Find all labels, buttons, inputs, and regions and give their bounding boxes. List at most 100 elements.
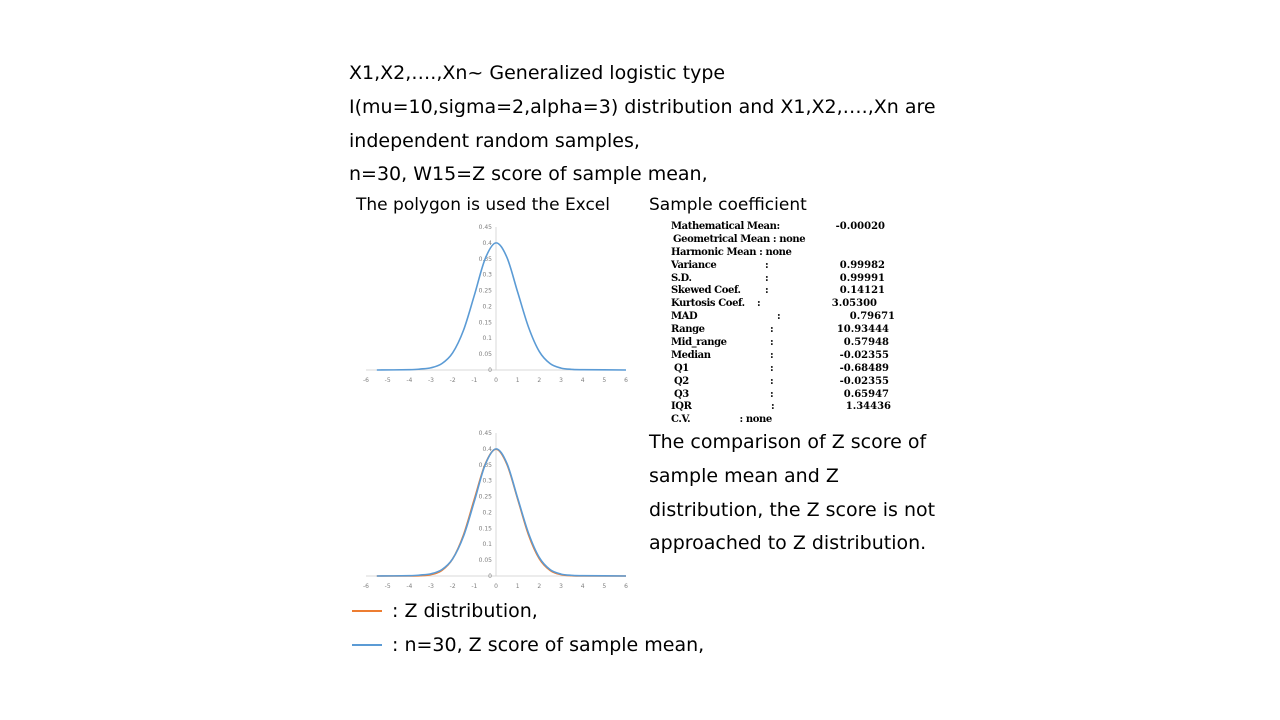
stat-row-iqr: IQR: 1.34436 — [671, 401, 911, 414]
x-tick-label: -3 — [428, 377, 434, 384]
stat-row-range: Range: 10.93444 — [671, 324, 911, 337]
stat-label: Q1 — [674, 362, 689, 374]
x-tick-label: -3 — [428, 583, 434, 590]
stat-value: -0.02355 — [839, 349, 889, 361]
y-tick-label: 0.05 — [479, 557, 493, 564]
series-line — [376, 242, 627, 371]
x-tick-label: 1 — [516, 583, 520, 590]
stat-colon: : — [770, 337, 774, 349]
sample-coefficient-table: Mathematical Mean: -0.00020 Geometrical M… — [671, 221, 911, 427]
stat-row-q1: Q1: -0.68489 — [671, 363, 911, 376]
y-tick-label: 0.4 — [482, 240, 492, 247]
x-tick-label: 0 — [494, 377, 498, 384]
stat-row-mean: Mathematical Mean: -0.00020 — [671, 221, 911, 234]
stat-label: Q2 — [674, 375, 689, 387]
y-tick-label: 0.2 — [482, 509, 492, 516]
intro-line: n=30, W15=Z score of sample mean, — [349, 163, 708, 186]
series-line — [376, 448, 627, 577]
intro-line: X1,X2,….,Xn~ Generalized logistic type — [349, 62, 726, 84]
stat-label: Variance — [671, 259, 717, 271]
y-tick-label: 0 — [488, 367, 492, 374]
y-tick-label: 0.1 — [482, 335, 492, 342]
stats-caption: Sample coefficient — [649, 195, 807, 215]
x-tick-label: 1 — [516, 377, 520, 384]
stat-colon: : — [770, 324, 774, 336]
stat-value: -0.02355 — [839, 375, 889, 387]
stat-value: -0.68489 — [839, 362, 889, 374]
y-tick-label: 0.45 — [479, 224, 493, 231]
x-tick-label: 5 — [602, 377, 606, 384]
stat-label: Kurtosis Coef. — [671, 298, 745, 310]
stat-value: 0.99991 — [839, 272, 885, 284]
intro-line: independent random samples, — [349, 129, 640, 152]
x-tick-label: -5 — [385, 377, 391, 384]
x-tick-label: 3 — [559, 377, 563, 384]
stat-colon: : — [765, 285, 769, 297]
stat-row-cv: C.V. : none — [671, 414, 911, 427]
stat-value: 0.57948 — [843, 337, 889, 349]
stat-row-mid-range: Mid_range: 0.57948 — [671, 337, 911, 350]
stat-value: 0.14121 — [839, 285, 885, 297]
stat-value: 0.99982 — [839, 259, 885, 271]
stat-row-geometric-mean: Geometrical Mean : none — [671, 234, 911, 247]
x-tick-label: 0 — [494, 583, 498, 590]
y-tick-label: 0.1 — [482, 541, 492, 548]
stat-value: -0.00020 — [835, 221, 885, 232]
stat-value: 0.65947 — [843, 388, 889, 400]
stat-row-kurtosis: Kurtosis Coef.: 3.05300 — [671, 298, 911, 311]
x-tick-label: 2 — [537, 377, 541, 384]
legend-swatch-orange — [352, 610, 382, 612]
legend-sample-mean: : n=30, Z score of sample mean, — [352, 634, 704, 656]
x-tick-label: -6 — [363, 377, 369, 384]
legend-label: : n=30, Z score of sample mean, — [392, 634, 705, 656]
stat-colon: : — [770, 388, 774, 400]
stat-row-harmonic-mean: Harmonic Mean : none — [671, 247, 911, 260]
stat-inline: C.V. : none — [671, 414, 772, 426]
stat-label: MAD — [671, 311, 698, 323]
x-tick-label: 4 — [581, 583, 585, 590]
stat-value: 1.34436 — [845, 401, 891, 413]
stat-label: S.D. — [671, 272, 692, 284]
x-tick-label: 2 — [537, 583, 541, 590]
stat-inline: Geometrical Mean : none — [673, 233, 806, 245]
x-tick-label: -2 — [450, 377, 456, 384]
stat-label: Mathematical Mean: — [671, 221, 780, 232]
stat-row-sd: S.D.: 0.99991 — [671, 273, 911, 286]
x-tick-label: -5 — [385, 583, 391, 590]
stat-value: 3.05300 — [831, 298, 877, 310]
legend-swatch-blue — [352, 644, 382, 646]
comparison-chart: -6 -5 -4 -3 -2 -1 0 1 2 3 4 5 6 0 0.05 0.1 0.15 0.2 0.25 0.… — [363, 430, 628, 590]
stat-label: Mid_range — [671, 337, 727, 349]
y-tick-label: 0 — [488, 573, 492, 580]
x-tick-label: 6 — [624, 583, 628, 590]
stat-row-mad: MAD: 0.79671 — [671, 311, 911, 324]
comparison-text: The comparison of Z score of sample mean… — [649, 431, 936, 555]
x-tick-label: 3 — [559, 583, 563, 590]
stat-value: 0.79671 — [849, 311, 895, 323]
x-tick-label: -4 — [406, 583, 412, 590]
stat-label: Range — [671, 324, 705, 336]
x-tick-label: -1 — [471, 583, 477, 590]
sample-mean-chart: -6 -5 -4 -3 -2 -1 0 1 2 3 4 5 6 0 0.05 0.1 0.15 0.2 0.25 0.… — [363, 224, 628, 384]
stat-inline: Harmonic Mean : none — [671, 246, 792, 258]
legend-label: : Z distribution, — [392, 600, 538, 622]
stat-colon: : — [757, 298, 761, 310]
legend-z-distribution: : Z distribution, — [352, 600, 538, 622]
stat-label: IQR — [671, 401, 692, 413]
y-tick-label: 0.3 — [482, 272, 492, 279]
stat-row-variance: Variance: 0.99982 — [671, 260, 911, 273]
stat-label: Median — [671, 349, 711, 361]
intro-text: X1,X2,….,Xn~ Generalized logistic type I… — [349, 57, 949, 192]
x-tick-label: -2 — [450, 583, 456, 590]
stat-row-q3: Q3: 0.65947 — [671, 389, 911, 402]
x-tick-label: 5 — [602, 583, 606, 590]
y-tick-label: 0.05 — [479, 351, 493, 358]
stat-colon: : — [771, 401, 775, 413]
stat-colon: : — [765, 272, 769, 284]
stat-label: Skewed Coef. — [671, 285, 741, 297]
y-tick-label: 0.3 — [482, 478, 492, 485]
stat-label: Q3 — [674, 388, 689, 400]
stat-row-median: Median: -0.02355 — [671, 350, 911, 363]
stat-row-q2: Q2: -0.02355 — [671, 376, 911, 389]
y-tick-label: 0.15 — [479, 319, 493, 326]
